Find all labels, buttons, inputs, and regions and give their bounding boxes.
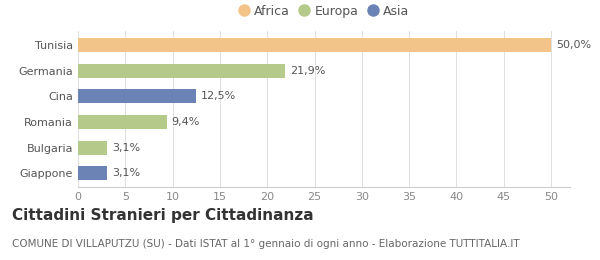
Text: 12,5%: 12,5% xyxy=(201,92,236,101)
Bar xyxy=(78,64,285,78)
Bar xyxy=(78,166,107,180)
Bar xyxy=(78,38,551,52)
Text: 21,9%: 21,9% xyxy=(290,66,325,76)
Bar xyxy=(78,89,196,103)
Bar xyxy=(78,140,107,154)
Text: 9,4%: 9,4% xyxy=(172,117,200,127)
Text: 50,0%: 50,0% xyxy=(556,40,591,50)
Text: COMUNE DI VILLAPUTZU (SU) - Dati ISTAT al 1° gennaio di ogni anno - Elaborazione: COMUNE DI VILLAPUTZU (SU) - Dati ISTAT a… xyxy=(12,239,520,249)
Bar xyxy=(78,115,167,129)
Text: 3,1%: 3,1% xyxy=(112,168,140,178)
Text: 3,1%: 3,1% xyxy=(112,142,140,153)
Text: Cittadini Stranieri per Cittadinanza: Cittadini Stranieri per Cittadinanza xyxy=(12,208,314,223)
Legend: Africa, Europa, Asia: Africa, Europa, Asia xyxy=(235,1,413,22)
